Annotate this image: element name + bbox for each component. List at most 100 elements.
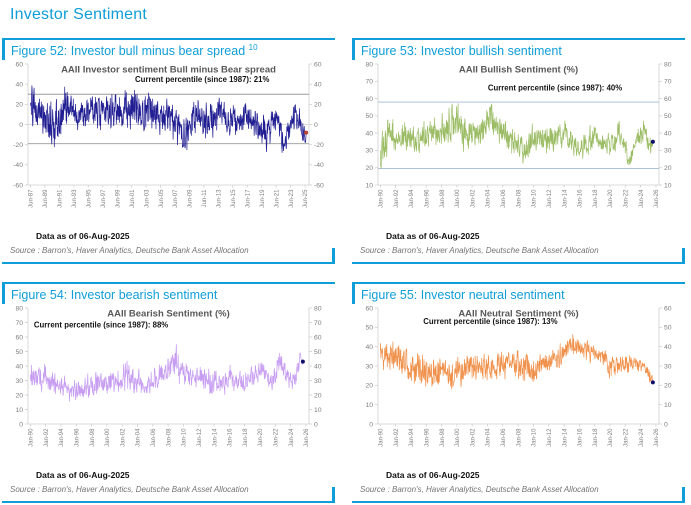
svg-text:AAII Bearish Sentiment (%): AAII Bearish Sentiment (%) [107, 309, 229, 320]
svg-text:20: 20 [314, 392, 322, 399]
svg-text:Jan-06: Jan-06 [151, 428, 157, 447]
svg-text:Current percentile (since 1987: Current percentile (since 1987): 88% [34, 321, 168, 330]
caption-accent-bar [352, 40, 355, 60]
svg-text:Jan-20: Jan-20 [608, 428, 614, 447]
svg-text:-20: -20 [314, 142, 324, 149]
svg-text:-60: -60 [314, 182, 324, 189]
svg-text:Current percentile (since 1987: Current percentile (since 1987): 13% [423, 317, 557, 326]
svg-text:Jun-03: Jun-03 [144, 189, 150, 208]
svg-text:Jun-21: Jun-21 [274, 189, 280, 208]
svg-text:Jan-26: Jan-26 [654, 189, 660, 208]
svg-text:Jan-02: Jan-02 [470, 428, 476, 447]
svg-text:Jan-22: Jan-22 [624, 428, 630, 447]
svg-text:10: 10 [314, 407, 322, 414]
svg-text:Jan-22: Jan-22 [624, 189, 630, 208]
svg-text:Jun-87: Jun-87 [29, 189, 35, 208]
figure-caption-text: Figure 52: Investor bull minus bear spre… [11, 43, 258, 59]
svg-text:60: 60 [365, 305, 373, 312]
svg-text:60: 60 [15, 61, 23, 68]
page-title: Investor Sentiment [10, 6, 147, 23]
svg-text:Jan-94: Jan-94 [409, 428, 415, 447]
svg-text:Jan-02: Jan-02 [470, 189, 476, 208]
figure-52-caption: Figure 52: Investor bull minus bear spre… [2, 38, 335, 60]
figure-53-panel: Figure 53: Investor bullish sentiment 80… [352, 38, 685, 264]
svg-text:Jan-10: Jan-10 [532, 189, 538, 208]
footnote-ref: 10 [248, 43, 258, 52]
figure-52-panel: Figure 52: Investor bull minus bear spre… [2, 38, 335, 264]
svg-text:50: 50 [15, 349, 23, 356]
svg-text:40: 40 [365, 344, 373, 351]
data-as-of-label: Data as of 06-Aug-2025 [36, 231, 130, 241]
svg-text:80: 80 [15, 305, 23, 312]
svg-text:Jan-92: Jan-92 [44, 428, 50, 447]
svg-text:Jun-95: Jun-95 [87, 189, 93, 208]
panel-accent-bar [682, 487, 685, 501]
svg-text:Jan-98: Jan-98 [440, 428, 446, 447]
svg-text:Jan-96: Jan-96 [424, 428, 430, 447]
svg-text:Jun-09: Jun-09 [188, 189, 194, 208]
svg-text:60: 60 [365, 96, 373, 103]
svg-text:70: 70 [314, 320, 322, 327]
svg-text:Jan-12: Jan-12 [547, 428, 553, 447]
svg-text:Jan-14: Jan-14 [562, 189, 568, 208]
svg-text:Jan-08: Jan-08 [516, 428, 522, 447]
bearish-sentiment-chart: 80 80 70 70 60 60 50 50 40 40 30 30 20 20 10 10 0 0 Jan-90… [15, 305, 322, 447]
caption-accent-bar [2, 284, 5, 304]
data-as-of-label: Data as of 06-Aug-2025 [36, 470, 130, 480]
svg-text:AAII Bullish Sentiment (%): AAII Bullish Sentiment (%) [459, 65, 578, 76]
svg-text:20: 20 [365, 165, 373, 172]
svg-text:Jan-98: Jan-98 [440, 189, 446, 208]
svg-text:Jan-06: Jan-06 [501, 428, 507, 447]
svg-text:Jan-10: Jan-10 [182, 428, 188, 447]
svg-text:-20: -20 [13, 142, 23, 149]
source-note: Source : Barron's, Haver Analytics, Deut… [360, 246, 599, 255]
svg-text:Jan-00: Jan-00 [455, 189, 461, 208]
svg-text:Jun-13: Jun-13 [217, 189, 223, 208]
svg-text:20: 20 [314, 102, 322, 109]
svg-text:Jan-18: Jan-18 [593, 189, 599, 208]
figure-caption-text: Figure 54: Investor bearish sentiment [11, 288, 218, 303]
svg-text:Current percentile (since 1987: Current percentile (since 1987): 40% [488, 84, 622, 93]
svg-text:Jan-16: Jan-16 [228, 428, 234, 447]
caption-accent-bar [352, 284, 355, 304]
svg-text:60: 60 [15, 334, 23, 341]
svg-text:70: 70 [365, 79, 373, 86]
svg-text:Jan-04: Jan-04 [486, 189, 492, 208]
svg-text:-40: -40 [13, 162, 23, 169]
figure-53-caption: Figure 53: Investor bullish sentiment [352, 38, 685, 60]
svg-text:60: 60 [314, 334, 322, 341]
data-as-of-label: Data as of 06-Aug-2025 [386, 470, 480, 480]
svg-text:Jan-90: Jan-90 [28, 428, 34, 447]
svg-text:40: 40 [15, 363, 23, 370]
svg-text:60: 60 [664, 305, 672, 312]
svg-text:Jun-23: Jun-23 [289, 189, 295, 208]
svg-text:50: 50 [314, 349, 322, 356]
svg-text:Jan-92: Jan-92 [394, 189, 400, 208]
caption-accent-bar [2, 40, 5, 60]
svg-text:50: 50 [664, 325, 672, 332]
svg-text:Jan-12: Jan-12 [547, 189, 553, 208]
svg-text:80: 80 [365, 61, 373, 68]
svg-text:80: 80 [664, 61, 672, 68]
bullish-sentiment-chart: 80 80 70 70 60 60 50 50 40 40 30 30 20 20 10 10 Jan-90 Ja… [365, 61, 672, 208]
svg-text:Jan-00: Jan-00 [105, 428, 111, 447]
svg-text:Jan-90: Jan-90 [378, 428, 384, 447]
svg-text:-60: -60 [13, 182, 23, 189]
neutral-sentiment-chart: 60 60 50 50 40 40 30 30 20 20 10 10 0 0 Jan-90 Jan-92 Ja… [365, 305, 672, 447]
svg-text:40: 40 [314, 363, 322, 370]
svg-text:Jan-96: Jan-96 [424, 189, 430, 208]
svg-text:20: 20 [664, 165, 672, 172]
svg-text:30: 30 [314, 378, 322, 385]
svg-text:Jan-16: Jan-16 [578, 189, 584, 208]
svg-text:Jun-01: Jun-01 [130, 189, 136, 208]
source-note: Source : Barron's, Haver Analytics, Deut… [10, 246, 249, 255]
svg-text:Jan-10: Jan-10 [532, 428, 538, 447]
svg-text:Jan-26: Jan-26 [304, 428, 310, 447]
svg-text:70: 70 [15, 320, 23, 327]
svg-text:20: 20 [15, 392, 23, 399]
svg-text:Jan-08: Jan-08 [516, 189, 522, 208]
svg-text:20: 20 [664, 383, 672, 390]
svg-text:Jun-91: Jun-91 [58, 189, 64, 208]
svg-text:-40: -40 [314, 162, 324, 169]
